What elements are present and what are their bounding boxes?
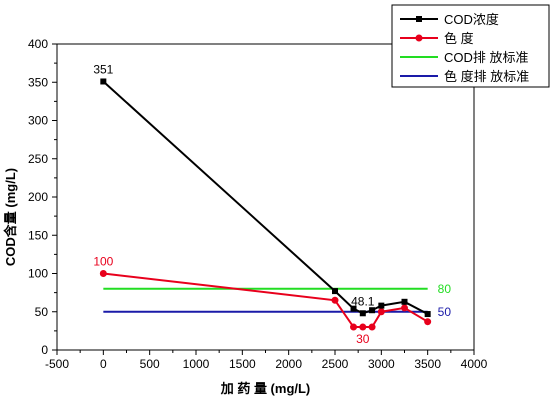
x-tick-label: 1000 [183,357,210,371]
data-label: 30 [356,332,370,346]
x-tick-label: 2000 [275,357,302,371]
cod-point [369,307,376,314]
cod-point [378,302,385,309]
plot-frame [56,43,475,351]
legend-label: 色 度排 放标准 [444,69,529,84]
cod-point [350,305,357,312]
data-label: 48.1 [351,294,375,308]
legend-item: COD浓度 [400,12,499,27]
color-point [377,308,385,316]
series-0 [100,78,431,318]
x-tick-label: 4000 [461,357,488,371]
y-axis-ticks: 0 50 100 150 200 250 300 350 400 [28,37,57,357]
x-tick-label: 1500 [229,357,256,371]
legend-item: 色 度排 放标准 [400,69,529,84]
color-point [99,270,107,277]
data-annotations: 351 100 48.1 30 80 50 [93,62,451,346]
x-tick-label: -500 [45,357,69,371]
y-tick-label: 0 [41,343,48,357]
y-tick-label: 200 [28,190,48,204]
x-tick-label: 0 [100,357,107,371]
cod-point [401,298,408,305]
color-point [368,323,376,331]
cod-point [332,288,338,295]
series-1 [99,270,432,331]
data-label: 100 [93,255,113,269]
x-tick-label: 3500 [414,357,441,371]
legend-label: COD浓度 [444,12,499,27]
data-label: 50 [438,305,452,319]
color-point [424,318,432,326]
data-label: 80 [438,282,452,296]
series-line [103,272,429,329]
color-point [415,34,423,42]
y-tick-label: 300 [28,114,48,128]
y-axis-title: COD含量 (mg/L) [3,168,18,266]
cod-point [359,310,366,317]
plot-content [99,78,432,331]
cod-point [416,16,422,22]
y-tick-label: 400 [28,37,48,51]
x-axis-title: 加 药 量 (mg/L) [220,381,311,396]
color-point [401,304,408,312]
legend-item: COD排 放标准 [400,50,529,65]
cod-point [100,78,107,85]
color-point [331,296,339,304]
y-tick-label: 100 [28,267,48,281]
cod-point [424,311,431,318]
x-tick-label: 2500 [322,357,349,371]
color-point [359,323,367,331]
y-tick-label: 350 [28,75,48,89]
data-label: 351 [93,62,113,76]
legend-item: 色 度 [400,31,474,46]
x-axis-ticks: -500 0 500 1000 1500 2000 2500 3000 3500 4000 [45,350,488,371]
color-point [350,323,358,331]
y-tick-label: 150 [28,228,48,242]
x-tick-label: 3000 [368,357,395,371]
series-line [102,80,429,315]
x-tick-label: 500 [140,357,160,371]
legend-label: COD排 放标准 [444,50,529,65]
legend-label: 色 度 [444,31,474,46]
y-tick-label: 50 [35,305,49,319]
y-tick-label: 250 [28,152,48,166]
